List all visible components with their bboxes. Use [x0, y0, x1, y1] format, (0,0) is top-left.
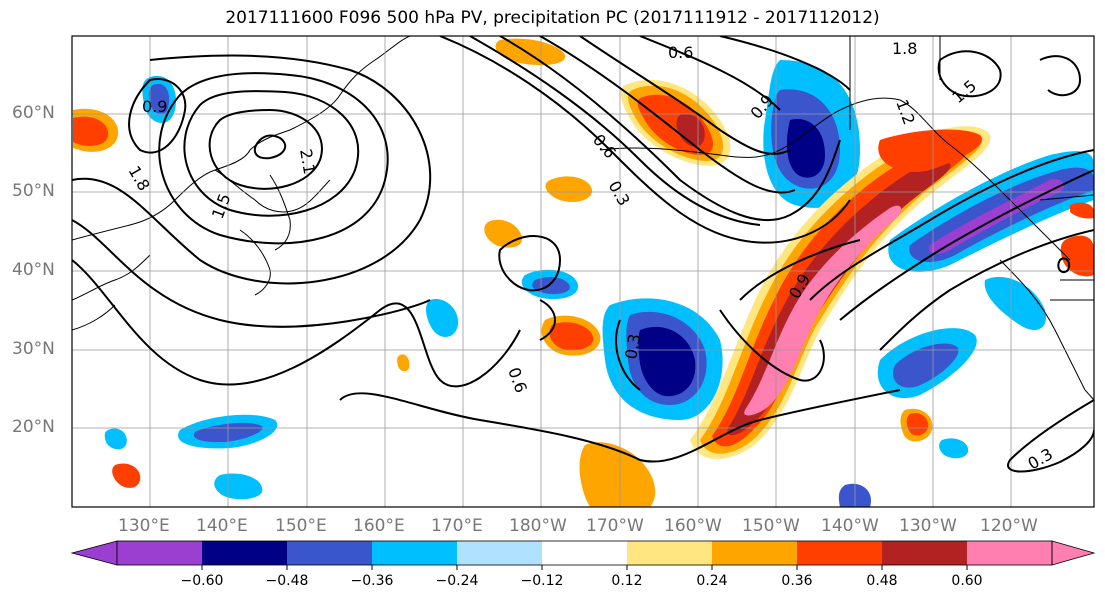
lat-label: 40°N	[12, 260, 55, 280]
colorbar-tick-label: −0.36	[350, 573, 394, 589]
lat-label: 50°N	[12, 181, 55, 201]
lat-label: 60°N	[12, 103, 55, 123]
map-field: 0.9 1.8 2.1 1.5 0.6 0.3 1.2 1.8 1.5 0.9 …	[72, 36, 1094, 507]
graticule	[72, 36, 1094, 507]
lat-label: 20°N	[12, 417, 55, 437]
colorbar-tick-label: 0.36	[781, 573, 813, 589]
colorbar-extend-high	[1051, 540, 1096, 566]
lon-label: 120°W	[980, 516, 1038, 536]
colorbar-tick-label: 0.60	[951, 573, 983, 589]
lon-label: 160°W	[664, 516, 722, 536]
plot-frame	[71, 35, 1095, 508]
colorbar-tick-label: −0.12	[520, 573, 564, 589]
map-title: 2017111600 F096 500 hPa PV, precipitatio…	[225, 8, 880, 28]
colorbar-tick-label: 0.24	[696, 573, 728, 589]
colorbar-tick-label: −0.24	[435, 573, 479, 589]
negative-anomaly-shading	[104, 60, 1094, 507]
contour-label: 0.3	[621, 332, 644, 360]
lon-label: 130°W	[899, 516, 957, 536]
lon-label: 130°E	[118, 516, 170, 536]
colorbar-tick-label: −0.60	[180, 573, 224, 589]
colorbar-tick-label: 0.12	[611, 573, 643, 589]
lon-label: 150°E	[275, 516, 327, 536]
lon-label: 150°W	[742, 516, 800, 536]
colorbar-tick-label: 0.48	[866, 573, 898, 589]
lat-label: 30°N	[12, 339, 55, 359]
colorbar-extend-low	[70, 540, 118, 566]
lon-label: 170°W	[586, 516, 644, 536]
lon-label: 170°E	[431, 516, 483, 536]
lon-label: 180°W	[509, 516, 567, 536]
lon-label: 160°E	[353, 516, 405, 536]
contour-label: 1.8	[892, 39, 917, 58]
contour-label: 0.6	[668, 43, 693, 62]
colorbar	[70, 540, 1096, 570]
colorbar-tick-label: −0.48	[265, 573, 309, 589]
pv-contours	[72, 36, 1094, 473]
contour-label: 0.9	[142, 97, 167, 116]
lon-label: 140°W	[821, 516, 879, 536]
contour-label: 2.1	[296, 147, 319, 175]
lon-label: 140°E	[196, 516, 248, 536]
